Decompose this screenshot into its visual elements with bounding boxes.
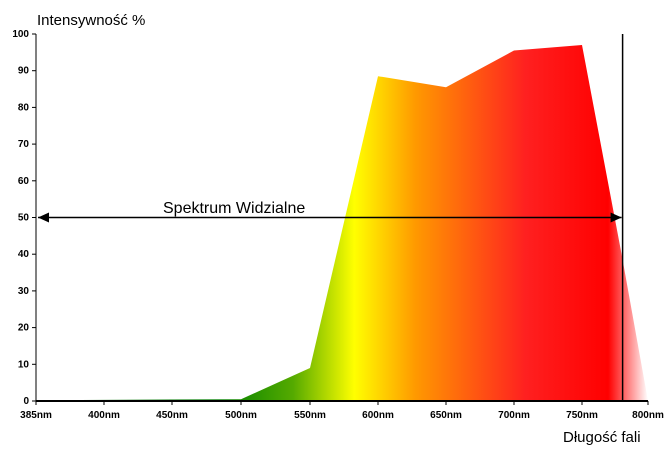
y-tick-label: 100	[12, 29, 29, 40]
x-tick-label: 800nm	[632, 410, 664, 421]
y-tick-label: 80	[18, 102, 30, 113]
y-axis-title: Intensywność %	[37, 12, 145, 29]
y-tick-label: 0	[23, 396, 29, 407]
y-tick-label: 30	[18, 286, 30, 297]
y-tick-label: 40	[18, 249, 30, 260]
x-tick-label: 600nm	[362, 410, 394, 421]
x-axis-title: Długość fali	[563, 429, 641, 446]
x-tick-label: 400nm	[88, 410, 120, 421]
intensity-area	[36, 45, 648, 401]
x-tick-label: 450nm	[156, 410, 188, 421]
x-tick-label: 700nm	[498, 410, 530, 421]
y-tick-label: 70	[18, 139, 30, 150]
y-tick-label: 90	[18, 66, 30, 77]
x-tick-label: 750nm	[566, 410, 598, 421]
x-tick-label: 550nm	[294, 410, 326, 421]
visible-spectrum-label: Spektrum Widzialne	[163, 200, 305, 217]
x-tick-label: 500nm	[225, 410, 257, 421]
x-tick-label: 385nm	[20, 410, 52, 421]
spectrum-arrow-right-head	[610, 212, 622, 223]
x-tick-label: 650nm	[430, 410, 462, 421]
y-tick-label: 60	[18, 176, 30, 187]
y-tick-label: 50	[18, 213, 30, 224]
y-tick-label: 10	[18, 359, 30, 370]
y-tick-label: 20	[18, 323, 30, 334]
spectrum-arrow-left-head	[38, 212, 49, 223]
